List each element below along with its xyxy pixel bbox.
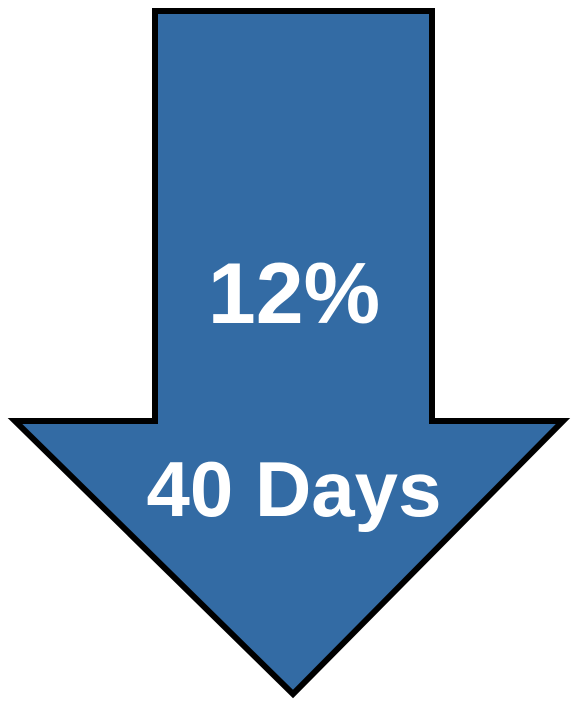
duration-label: 40 Days	[147, 445, 442, 533]
down-arrow-shape	[7, 8, 571, 699]
percent-label: 12%	[208, 246, 380, 342]
